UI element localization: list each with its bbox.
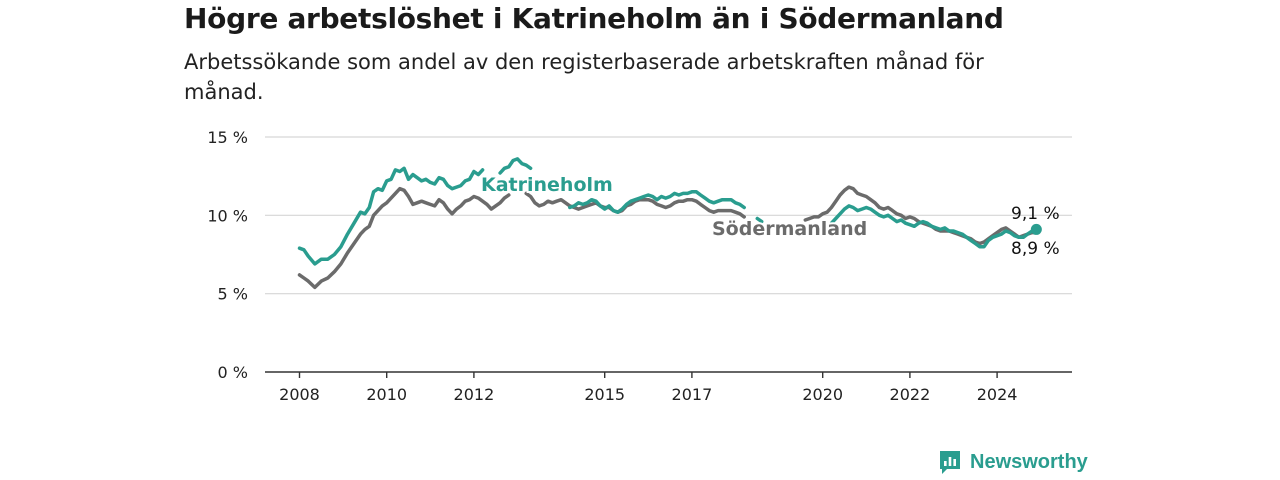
x-axis: 2008 2010 2012 2015 2017 2020 2022 2024 — [265, 371, 1072, 404]
x-tick-label: 2012 — [454, 385, 495, 404]
chart-subtitle: Arbetssökande som andel av den registerb… — [184, 50, 984, 104]
x-tick-label: 2022 — [890, 385, 931, 404]
end-point-marker — [1030, 223, 1042, 235]
x-tick-label: 2017 — [672, 385, 713, 404]
grid-lines — [265, 136, 1072, 295]
series-lines — [297, 157, 1042, 290]
newsworthy-logo-icon — [940, 451, 960, 474]
x-tick-label: 2020 — [802, 385, 843, 404]
y-tick-label: 5 % — [218, 285, 248, 304]
end-value-sodermanland: 8,9 % — [1011, 239, 1060, 259]
y-axis-ticks: 0 % 5 % 10 % 15 % — [207, 128, 248, 382]
x-tick-label: 2015 — [584, 385, 625, 404]
series-line-sdermanland — [297, 185, 1039, 290]
series-line-katrineholm — [297, 157, 1039, 266]
y-tick-label: 0 % — [218, 363, 248, 382]
x-tick-label: 2008 — [279, 385, 320, 404]
series-label-sodermanland: Södermanland — [712, 218, 867, 240]
x-tick-label: 2024 — [977, 385, 1018, 404]
brand-name: Newsworthy — [970, 450, 1088, 473]
y-tick-label: 10 % — [207, 206, 248, 225]
series-label-katrineholm: Katrineholm — [481, 174, 613, 196]
chart-title: Högre arbetslöshet i Katrineholm än i Sö… — [184, 2, 1004, 35]
newsworthy-brand[interactable]: Newsworthy — [938, 449, 1088, 475]
series-labels: Katrineholm Södermanland 9,1 % 8,9 % — [479, 172, 1060, 259]
y-tick-label: 15 % — [207, 128, 248, 147]
x-tick-label: 2010 — [366, 385, 407, 404]
end-value-katrineholm: 9,1 % — [1011, 204, 1060, 224]
